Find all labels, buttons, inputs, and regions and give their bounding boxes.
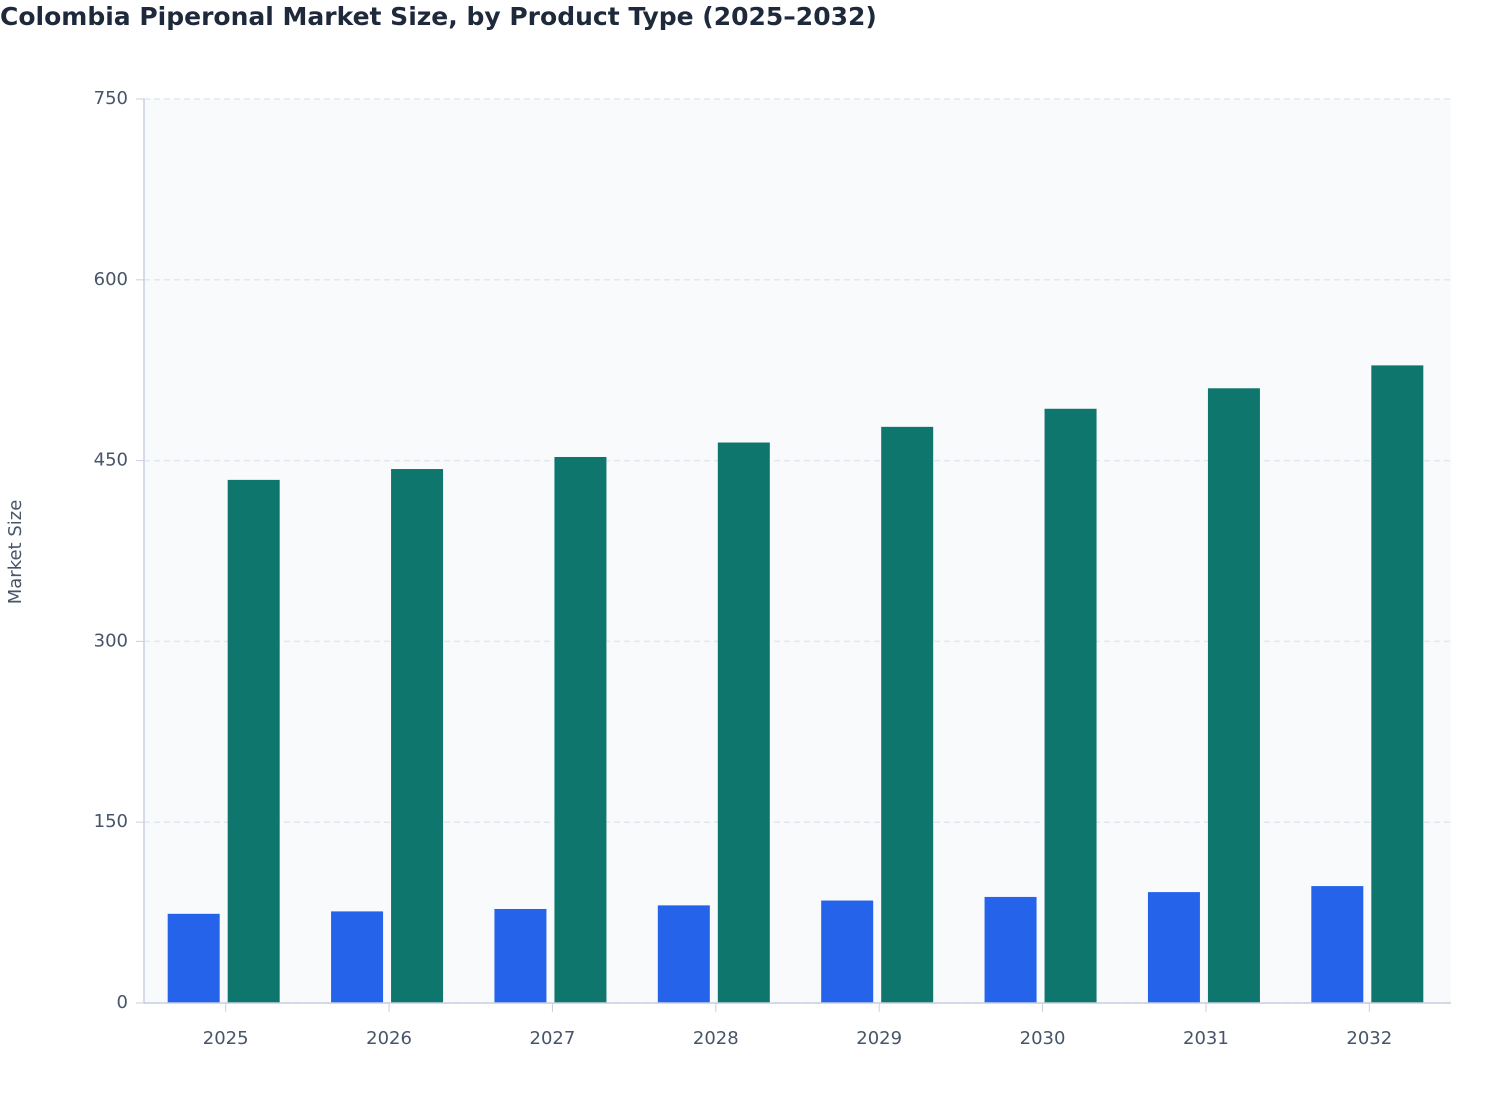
- bar: [554, 456, 607, 1003]
- bar: [391, 469, 444, 1003]
- y-tick-label: 750: [94, 88, 128, 109]
- bar: [331, 911, 384, 1003]
- bar: [1311, 886, 1364, 1003]
- bar: [227, 479, 280, 1003]
- x-tick-label: 2027: [530, 1028, 576, 1049]
- bar: [717, 442, 770, 1003]
- x-tick-label: 2026: [366, 1028, 412, 1049]
- y-axis-title: Market Size: [5, 500, 26, 605]
- y-tick-label: 600: [94, 269, 128, 290]
- bar: [167, 913, 220, 1003]
- bar: [657, 905, 710, 1003]
- x-tick-label: 2029: [856, 1028, 902, 1049]
- y-tick-label: 0: [117, 992, 128, 1013]
- x-tick-label: 2025: [203, 1028, 249, 1049]
- y-tick-label: 300: [94, 630, 128, 651]
- y-tick-label: 450: [94, 450, 128, 471]
- bar: [1147, 892, 1200, 1003]
- x-tick-label: 2032: [1346, 1028, 1392, 1049]
- bar: [881, 426, 934, 1003]
- x-tick-label: 2030: [1020, 1028, 1066, 1049]
- bar: [984, 896, 1037, 1003]
- chart-title: Colombia Piperonal Market Size, by Produ…: [0, 2, 877, 31]
- x-tick-label: 2028: [693, 1028, 739, 1049]
- bar: [1044, 408, 1097, 1004]
- bar: [1207, 388, 1260, 1003]
- y-tick-label: 150: [94, 811, 128, 832]
- bar: [1371, 365, 1424, 1003]
- x-tick-label: 2031: [1183, 1028, 1229, 1049]
- bar: [821, 900, 874, 1003]
- bar: [494, 908, 547, 1003]
